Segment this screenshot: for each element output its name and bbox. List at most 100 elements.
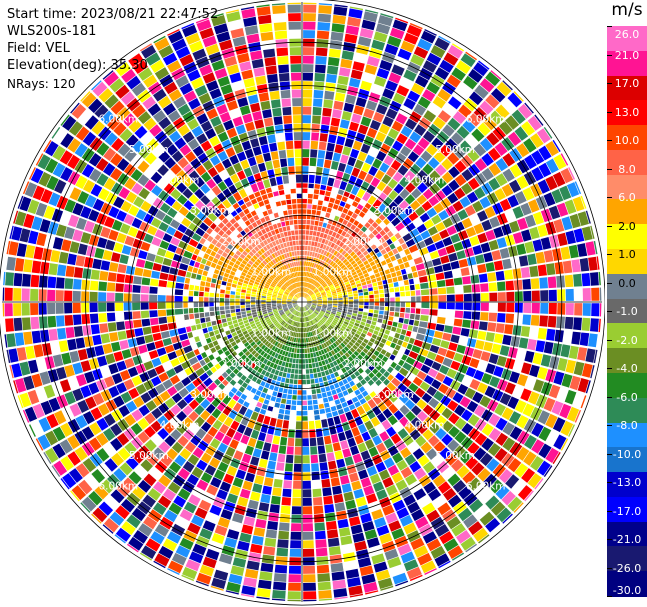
radar-gate	[163, 409, 175, 421]
radar-gate	[358, 292, 364, 296]
radar-gate	[329, 268, 335, 273]
radar-gate	[317, 13, 331, 23]
radar-gate	[270, 284, 275, 288]
radar-gate	[268, 512, 279, 522]
radar-gate	[326, 363, 331, 370]
radar-gate	[244, 357, 250, 363]
radar-gate	[344, 233, 351, 239]
radar-gate	[246, 560, 260, 571]
radar-gate	[328, 317, 333, 322]
radar-gate	[309, 225, 314, 231]
radar-gate	[582, 303, 591, 316]
radar-gate	[376, 346, 383, 353]
radar-gate	[134, 465, 148, 479]
radar-gate	[233, 361, 240, 368]
radar-gate	[389, 287, 395, 293]
radar-gate	[392, 337, 399, 344]
radar-gate	[409, 366, 420, 376]
radar-gate	[346, 376, 353, 383]
radar-gate	[392, 421, 404, 433]
radar-gate	[312, 115, 321, 124]
radar-gate	[277, 295, 282, 298]
radar-gate	[325, 270, 330, 275]
radar-gate	[313, 336, 317, 341]
radar-gate	[356, 339, 363, 345]
radar-gate	[322, 262, 327, 267]
radar-gate	[312, 236, 316, 241]
radar-gate	[246, 336, 252, 341]
radar-gate	[22, 273, 31, 287]
radar-gate	[386, 426, 397, 437]
radar-gate	[277, 307, 283, 310]
radar-gate	[364, 295, 369, 299]
radar-gate	[115, 293, 124, 302]
radar-gate	[391, 472, 404, 484]
radar-gate	[373, 286, 379, 291]
radar-gate	[288, 296, 293, 299]
radar-gate	[256, 196, 263, 203]
radar-gate	[428, 281, 438, 289]
radar-gate	[380, 585, 394, 591]
radar-gate	[181, 574, 195, 582]
radar-gate	[295, 337, 299, 343]
radar-gate	[439, 59, 454, 73]
radar-gate	[188, 238, 199, 248]
radar-gate	[222, 336, 228, 342]
radar-gate	[308, 342, 312, 348]
radar-gate	[150, 278, 159, 287]
radar-gate	[163, 170, 175, 182]
radar-gate	[57, 264, 67, 277]
radar-gate	[527, 473, 542, 489]
radar-gate	[6, 256, 16, 271]
radar-gate	[144, 426, 156, 438]
radar-gate	[212, 257, 219, 264]
radar-gate	[522, 403, 535, 417]
radar-gate	[124, 274, 134, 284]
radar-gate	[315, 335, 319, 340]
radar-gate	[431, 379, 442, 390]
radar-gate	[465, 134, 479, 148]
radar-gate	[325, 407, 331, 413]
radar-gate	[360, 332, 366, 338]
radar-gate	[265, 468, 275, 479]
radar-gate	[495, 432, 509, 446]
radar-gate	[316, 306, 322, 309]
radar-gate	[316, 388, 321, 394]
radar-gate	[245, 472, 255, 483]
radar-gate	[222, 199, 232, 209]
radar-gate	[170, 237, 181, 246]
radar-gate	[372, 395, 382, 405]
radar-gate	[119, 462, 133, 476]
radar-gate	[416, 169, 428, 181]
radar-gate	[230, 302, 235, 306]
radar-gate	[326, 223, 332, 230]
radar-gate	[387, 128, 399, 140]
radar-gate	[302, 307, 303, 312]
radar-gate	[227, 278, 233, 283]
radar-gate	[320, 184, 327, 191]
radar-gate	[69, 241, 80, 254]
radar-gate	[321, 331, 326, 337]
radar-gate	[560, 420, 574, 436]
radar-gate	[80, 232, 92, 244]
radar-gate	[200, 195, 211, 206]
radar-gate	[329, 236, 335, 242]
radar-gate	[279, 326, 284, 331]
radar-gate	[375, 423, 385, 435]
radar-gate	[243, 227, 250, 234]
radar-gate	[254, 269, 260, 274]
radar-gate	[513, 279, 523, 290]
radar-gate	[283, 284, 288, 288]
radar-gate	[183, 501, 197, 514]
radar-gate	[55, 303, 64, 314]
radar-gate	[412, 448, 425, 460]
radar-gate	[307, 400, 313, 405]
radar-gate	[360, 116, 372, 127]
radar-gate	[320, 249, 325, 255]
radar-gate	[158, 495, 172, 509]
radar-gate	[272, 294, 277, 297]
radar-gate	[338, 300, 343, 302]
radar-gate	[225, 313, 231, 318]
radar-gate	[285, 362, 289, 368]
radar-gate	[303, 317, 305, 322]
